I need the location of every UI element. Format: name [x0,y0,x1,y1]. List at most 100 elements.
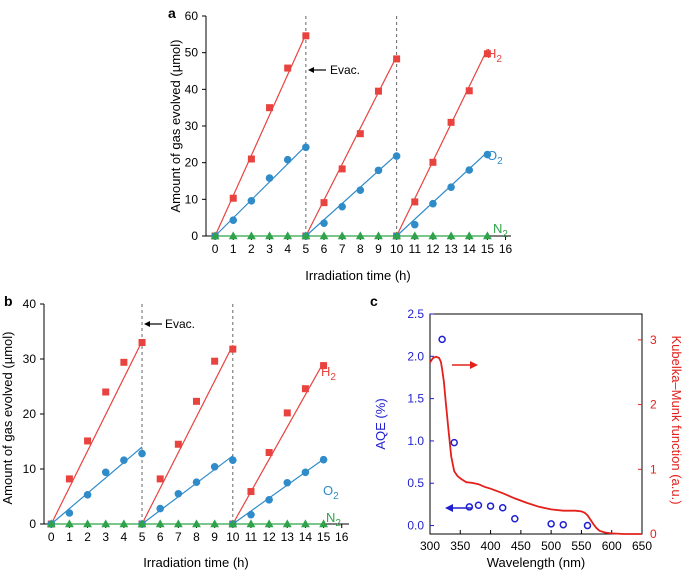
panel-b-x-tick-label: 11 [245,530,258,544]
panel-a-o2-fit-line [396,151,488,237]
panel-a-n2-point [301,231,311,240]
panel-a-n2-point [355,231,365,240]
panel-b-h2-point [120,358,128,366]
panel-c-x-tick-label: 550 [571,539,591,553]
panel-c-y-tick-label-left: 1.5 [407,392,424,406]
panel-a-x-tick-label: 11 [409,242,422,256]
panel-a-n2-label: N2 [493,221,508,240]
panel-c-y-tick-label-left: 0.5 [407,476,424,490]
panel-a-x-tick-label: 1 [230,242,237,256]
panel-c-aqe-point [547,520,555,528]
panel-a-evac-label: Evac. [330,63,360,77]
panel-b-h2-point [174,440,182,448]
panel-a-n2-point [210,231,220,240]
panel-b-n2-point [137,519,147,528]
panel-b-evac-label: Evac. [165,317,195,331]
panel-a-h2-point [411,198,419,206]
panel-a-o2-label: O2 [487,148,503,167]
panel-b-x-tick-label: 13 [281,530,295,544]
panel-a-h2-point [465,87,473,95]
panel-b-o2-fit-line [50,446,143,525]
panel-b-h2-fit-line [141,344,234,525]
panel-b-o2-point [247,510,255,519]
panel-a-x-tick-label: 7 [339,242,346,256]
panel-c-x-tick-label: 500 [541,539,561,553]
panel-a-o2-point [392,152,401,160]
panel-b-h2-point [156,475,164,483]
panel-a-x-tick-label: 3 [266,242,273,256]
panel-a-h2-point [374,87,382,95]
panel-c-y-tick-label-left: 1.0 [407,434,424,448]
panel-a-y-tick-label: 20 [185,156,199,170]
panel-b-o2-point [192,478,201,487]
panel-b-h2-point [102,388,110,396]
panel-a-h2-point [284,64,292,72]
panel-a-x-tick-label: 9 [375,242,382,256]
panel-b-o2-point [174,489,183,498]
panel-a-y-tick-label: 30 [185,119,199,133]
panel-c-x-tick-label: 350 [450,539,470,553]
panel-a-o2-fit-line [305,154,398,237]
panel-a-ylabel: Amount of gas evolved (µmol) [168,40,183,213]
panel-b-x-tick-label: 3 [102,530,109,544]
panel-b-o2-point [120,456,128,465]
panel-a-h2-point [483,50,491,58]
panel-b-x-tick-label: 8 [193,530,200,544]
panel-a-xlabel: Irradiation time (h) [305,268,410,283]
panel-c-y-tick-label-right: 2 [650,398,657,412]
panel-b-y-tick-label: 40 [23,297,37,311]
panel-c-letter: c [370,293,378,309]
panel-b-n2-point [173,519,183,528]
panel-c-y-tick-label-left: 0.0 [407,519,424,533]
panel-a-n2-point [482,231,492,240]
panel-b-n2-point [319,519,328,528]
panel-c-left-arrow [445,504,472,512]
panel-b-n2-point [210,519,220,528]
panel-a-y-tick-label: 40 [185,82,199,96]
panel-a-o2-point [338,202,346,211]
panel-b-o2-point [265,496,273,504]
panel-a-chart: 0 1 2 3 4 5 6 7 8 9 10 11 12 13 14 15 160102030405060H2O… [185,9,513,256]
panel-b-y-tick-label: 20 [23,407,37,421]
panel-b-n2-point [192,519,201,528]
panel-b-h2-point [138,339,146,346]
panel-b-n2-point [228,519,238,528]
panel-a-x-tick-label: 8 [357,242,364,256]
panel-a-h2-fit-line [305,56,398,237]
panel-a-x-tick-label: 10 [390,242,404,256]
panel-b-o2-point [101,468,110,477]
panel-a-h2-point [356,130,364,138]
panel-a-n2-point [265,231,274,240]
panel-b-h2-point [193,397,200,405]
panel-b-n2-point [246,519,256,528]
panel-b-ylabel: Amount of gas evolved (µmol) [0,332,15,505]
panel-a-o2-fit-line [214,145,307,237]
panel-c-aqe-point [474,501,483,509]
panel-a-o2-point [265,174,274,182]
panel-b-h2-point [301,385,309,393]
panel-a-x-tick-label: 14 [463,242,477,256]
panel-a-n2-point [283,231,293,240]
panel-b-h2-point [65,475,73,483]
panel-a-h2-point [393,55,401,63]
panel-b-xlabel: Irradiation time (h) [143,555,248,570]
panel-b-x-tick-label: 12 [262,530,276,544]
panel-b-x-tick-label: 10 [226,530,240,544]
panel-a-n2-point [392,231,402,240]
panel-b-x-tick-label: 5 [139,530,146,544]
panel-a-o2-point [247,197,256,205]
panel-a-h2-point [447,118,455,126]
panel-a-y-tick-label: 0 [191,229,198,243]
panel-a-y-tick-label: 50 [185,46,199,60]
panel-c-aqe-point [498,504,507,512]
panel-a-n2-point [319,231,329,240]
panel-b-n2-point [83,519,92,528]
panel-c-x-tick-label: 450 [511,539,531,553]
panel-c-xlabel: Wavelength (nm) [487,555,586,570]
panel-a-x-tick-label: 16 [499,242,513,256]
panel-b-y-tick-label: 0 [29,517,36,531]
panel-b-n2-point [282,519,292,528]
panel-a-h2-point [266,104,274,112]
panel-a-x-tick-label: 13 [444,242,458,256]
